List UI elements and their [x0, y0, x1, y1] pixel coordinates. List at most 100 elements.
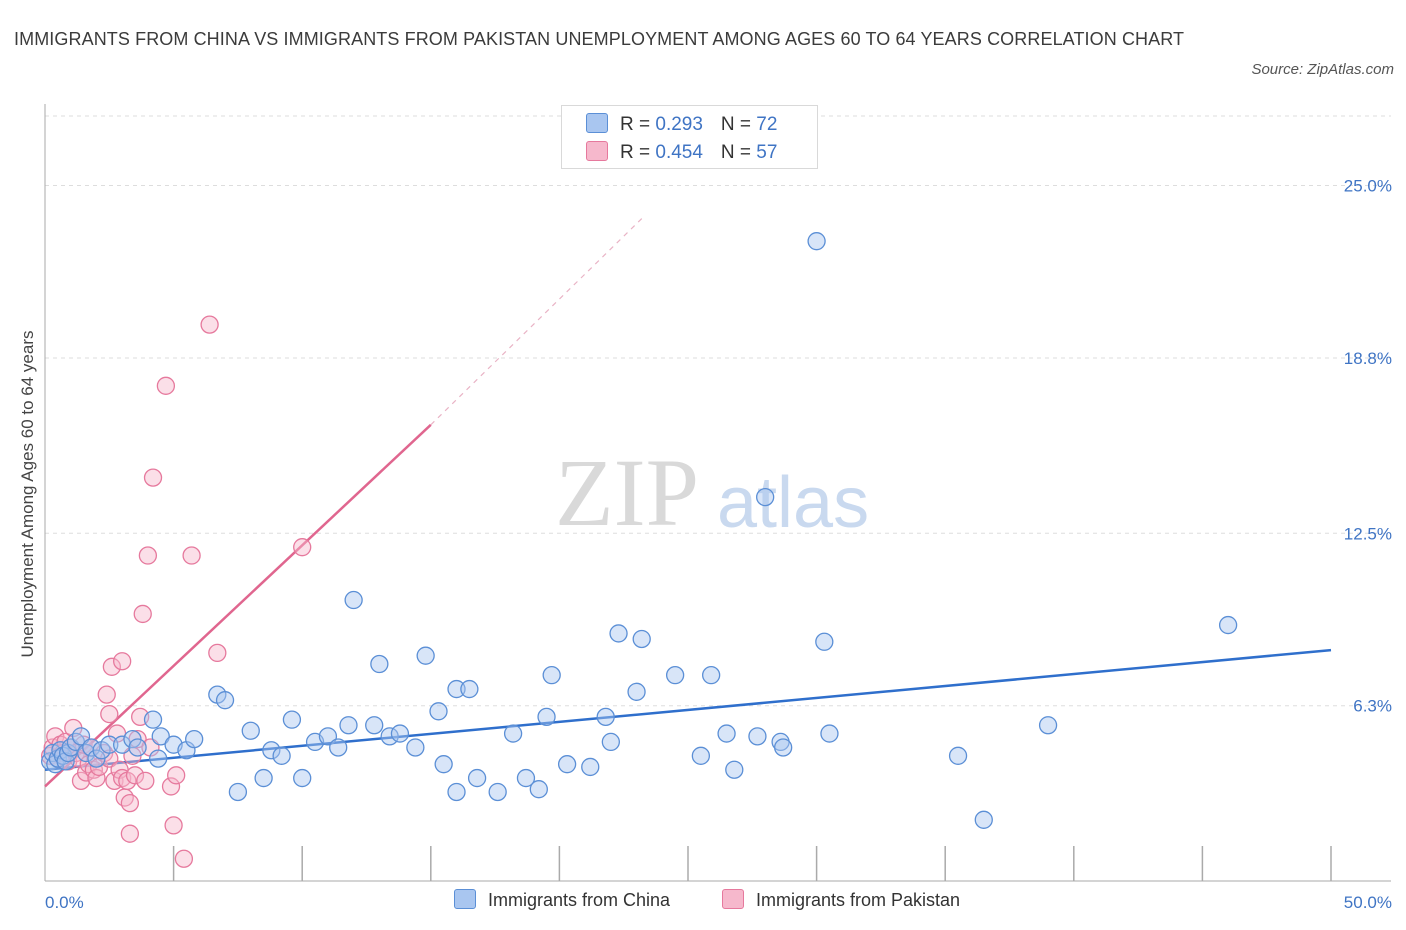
chart-title: IMMIGRANTS FROM CHINA VS IMMIGRANTS FROM… [14, 29, 1185, 49]
source-label: Source: ZipAtlas.com [1251, 61, 1394, 78]
china-point-61 [609, 624, 628, 643]
china-point-21 [151, 727, 170, 746]
pakistan-n-value: 57 [756, 142, 778, 163]
y-tick-label-0: 6.3% [1353, 697, 1392, 716]
watermark-atlas: atlas [717, 463, 869, 543]
pakistan-point-38 [133, 604, 152, 624]
pakistan-point-49 [200, 315, 219, 334]
china-point-19 [143, 710, 163, 729]
y-tick-label-2: 18.8% [1344, 349, 1392, 368]
pakistan-n-label: N = [720, 142, 757, 163]
china-point-59 [596, 707, 615, 727]
china-point-40 [370, 654, 389, 674]
china-point-47 [447, 782, 466, 802]
legend-row-pakistan: R = 0.454 N = 57 [586, 141, 777, 165]
pakistan-point-48 [182, 546, 201, 565]
china-point-75 [820, 724, 839, 743]
china-point-44 [416, 646, 435, 665]
china-point-32 [282, 710, 302, 729]
china-point-37 [339, 716, 358, 735]
pakistan-point-42 [143, 468, 163, 487]
pakistan-point-40 [138, 546, 158, 565]
pakistan-legend-label: Immigrants from Pakistan [756, 890, 961, 910]
china-point-63 [632, 629, 651, 649]
pakistan-point-43 [161, 777, 181, 796]
y-tick-label-3: 25.0% [1344, 177, 1392, 196]
pakistan-point-47 [174, 849, 194, 868]
china-point-55 [537, 707, 556, 727]
china-point-10 [71, 727, 91, 746]
china-point-26 [215, 691, 235, 710]
china-point-74 [815, 632, 834, 651]
pakistan-point-21 [97, 685, 116, 704]
china-point-67 [717, 724, 736, 743]
china-point-73 [807, 232, 826, 251]
pakistan-trend-line [44, 423, 432, 788]
tick-labels: 6.3% 12.5% 18.8% 25.0% 0.0% 50.0% [45, 177, 1392, 912]
pakistan-point-51 [293, 538, 312, 557]
china-point-54 [529, 780, 548, 799]
china-r-value: 0.293 [655, 114, 703, 135]
china-point-30 [262, 741, 281, 760]
china-point-39 [365, 716, 384, 735]
pakistan-point-29 [113, 652, 132, 671]
legend-item-pakistan[interactable]: Immigrants from Pakistan [722, 889, 960, 911]
china-point-62 [627, 682, 646, 701]
watermark: ZIP atlas [555, 439, 869, 546]
china-point-42 [390, 724, 410, 743]
x-tick-label-0: 0.0% [45, 893, 84, 912]
y-tick-label-1: 12.5% [1344, 524, 1392, 543]
china-point-77 [974, 810, 993, 829]
pakistan-point-18 [87, 768, 106, 788]
series-legend: Immigrants from China Immigrants from Pa… [0, 889, 1406, 915]
china-point-16 [113, 735, 132, 754]
y-axis-label: Unemployment Among Ages 60 to 64 years [18, 331, 37, 658]
legend-row-china: R = 0.293 N = 72 [586, 113, 777, 137]
pakistan-point-24 [102, 657, 122, 676]
china-point-78 [1038, 716, 1058, 735]
china-point-24 [185, 729, 204, 749]
china-point-33 [293, 768, 312, 788]
china-point-36 [329, 738, 348, 757]
china-point-12 [82, 738, 101, 757]
china-point-31 [272, 746, 291, 765]
pakistan-point-33 [120, 824, 140, 843]
china-points [40, 232, 1238, 829]
pakistan-point-35 [125, 766, 145, 785]
china-point-15 [100, 735, 119, 754]
pakistan-swatch [586, 141, 608, 161]
china-point-45 [429, 702, 448, 721]
pakistan-point-22 [100, 704, 119, 724]
china-point-20 [149, 749, 168, 768]
china-point-48 [447, 679, 466, 699]
china-point-56 [542, 665, 561, 685]
pakistan-point-39 [136, 771, 155, 791]
pakistan-point-46 [167, 766, 186, 785]
china-point-57 [557, 755, 577, 774]
china-point-72 [774, 738, 793, 757]
china-point-70 [756, 487, 775, 507]
china-point-64 [665, 665, 685, 685]
china-point-60 [601, 732, 620, 752]
pakistan-r-label: R = [620, 142, 656, 163]
legend-item-china[interactable]: Immigrants from China [454, 889, 670, 911]
china-point-65 [691, 746, 711, 765]
china-point-68 [725, 760, 744, 779]
axes [44, 104, 1391, 882]
china-point-46 [434, 755, 453, 774]
china-point-27 [228, 782, 248, 802]
china-point-58 [581, 757, 600, 777]
china-r-label: R = [620, 114, 656, 135]
pakistan-point-32 [120, 793, 140, 813]
pakistan-point-50 [208, 643, 227, 663]
watermark-zip: ZIP [555, 439, 699, 546]
china-point-66 [701, 665, 721, 685]
pakistan-r-value: 0.454 [655, 142, 703, 163]
china-point-28 [241, 721, 260, 740]
china-point-52 [503, 724, 523, 743]
trend-lines [44, 215, 1332, 788]
correlation-legend: R = 0.293 N = 72 R = 0.454 N = 57 [561, 105, 818, 169]
china-swatch [586, 113, 608, 133]
china-point-43 [406, 738, 425, 757]
